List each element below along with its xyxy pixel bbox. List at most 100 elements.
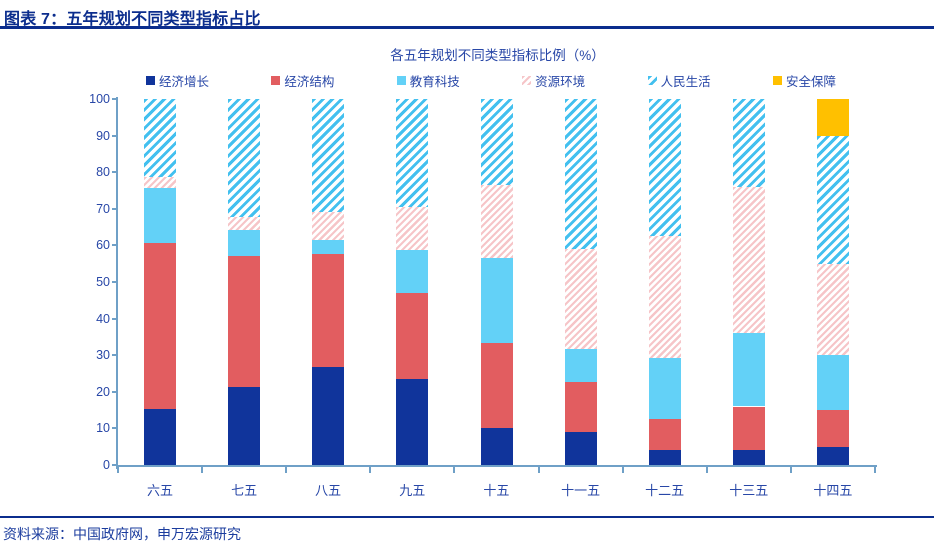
bar-segment-教育科技 bbox=[648, 358, 681, 420]
legend-item-人民生活: 人民生活 bbox=[647, 71, 711, 90]
legend-marker-icon bbox=[146, 75, 155, 85]
y-axis-tick bbox=[112, 207, 117, 210]
y-axis-tick bbox=[112, 98, 117, 100]
legend-item-教育科技: 教育科技 bbox=[396, 71, 460, 90]
footer-divider bbox=[0, 516, 934, 518]
header-divider bbox=[0, 26, 934, 29]
x-category-label: 十三五 bbox=[729, 483, 769, 498]
y-axis-tick-label: 40 bbox=[96, 311, 110, 326]
chart-title: 各五年规划不同类型指标比例（%） bbox=[390, 48, 605, 63]
bar-segment-人民生活 bbox=[228, 99, 261, 217]
x-axis-tick bbox=[201, 467, 204, 473]
bar-segment-经济结构 bbox=[480, 343, 513, 429]
x-category-label: 十一五 bbox=[561, 483, 601, 498]
legend-item-安全保障: 安全保障 bbox=[772, 71, 836, 90]
legend-marker-icon bbox=[772, 75, 782, 85]
bar-segment-人民生活 bbox=[480, 99, 513, 185]
bar-segment-教育科技 bbox=[144, 187, 177, 244]
y-axis-tick bbox=[112, 171, 117, 174]
bar-segment-资源环境 bbox=[480, 184, 513, 258]
bar-segment-教育科技 bbox=[480, 257, 513, 344]
bar-segment-资源环境 bbox=[228, 216, 261, 230]
bar-segment-教育科技 bbox=[816, 355, 849, 411]
bar-segment-经济增长 bbox=[228, 386, 261, 465]
bar-segment-安全保障 bbox=[816, 99, 849, 136]
bar-segment-资源环境 bbox=[396, 206, 429, 250]
y-axis-tick bbox=[112, 244, 117, 247]
y-axis-tick-label: 0 bbox=[103, 458, 110, 472]
y-axis-tick-label: 30 bbox=[96, 348, 110, 363]
legend-marker-icon bbox=[647, 75, 657, 85]
legend-item-经济结构: 经济结构 bbox=[271, 71, 334, 90]
bar-segment-资源环境 bbox=[648, 236, 681, 359]
source-note: 资料来源：中国政府网，申万宏源研究 bbox=[3, 526, 241, 542]
plot-area bbox=[118, 98, 875, 465]
x-category-label: 七五 bbox=[231, 483, 258, 498]
bar-segment-人民生活 bbox=[396, 99, 429, 207]
y-axis-tick-label: 20 bbox=[96, 384, 110, 399]
bar-segment-教育科技 bbox=[228, 230, 261, 256]
figure-title: 图表 7：五年规划不同类型指标占比 bbox=[4, 11, 261, 28]
bar-segment-经济结构 bbox=[732, 406, 765, 451]
bar-segment-人民生活 bbox=[144, 99, 177, 177]
y-axis-tick-label: 60 bbox=[96, 238, 110, 253]
bar-segment-经济增长 bbox=[480, 428, 513, 465]
bar-segment-经济结构 bbox=[144, 243, 177, 410]
bar-segment-人民生活 bbox=[732, 99, 765, 187]
bar-segment-人民生活 bbox=[312, 99, 345, 212]
y-axis-tick-label: 90 bbox=[96, 128, 110, 143]
bar-segment-教育科技 bbox=[396, 249, 429, 293]
legend-marker-icon bbox=[396, 75, 406, 85]
x-axis-tick bbox=[117, 467, 119, 473]
legend-marker-icon bbox=[522, 75, 532, 85]
y-axis-line bbox=[116, 97, 118, 469]
bar-segment-经济增长 bbox=[396, 379, 429, 465]
x-axis-tick bbox=[621, 467, 624, 473]
x-axis-tick bbox=[369, 467, 372, 473]
legend-item-资源环境: 资源环境 bbox=[522, 71, 585, 90]
x-category-label: 十二五 bbox=[645, 483, 685, 498]
legend-label: 经济结构 bbox=[284, 74, 335, 89]
legend-marker-icon bbox=[271, 75, 281, 85]
legend-item-经济增长: 经济增长 bbox=[146, 71, 209, 90]
y-axis-tick-label: 10 bbox=[96, 421, 110, 436]
x-axis-line bbox=[116, 465, 877, 467]
bar-segment-人民生活 bbox=[564, 99, 597, 249]
y-axis-tick bbox=[112, 354, 117, 357]
y-axis-tick bbox=[112, 427, 117, 430]
legend-label: 安全保障 bbox=[785, 74, 836, 89]
x-category-label: 九五 bbox=[399, 483, 426, 498]
y-axis-tick bbox=[112, 134, 117, 137]
bar-segment-人民生活 bbox=[816, 135, 849, 264]
bar-segment-资源环境 bbox=[564, 248, 597, 349]
bar-segment-经济结构 bbox=[648, 419, 681, 450]
y-axis-tick-label: 80 bbox=[96, 165, 110, 180]
y-axis-tick bbox=[112, 281, 117, 283]
y-axis-tick-label: 100 bbox=[89, 92, 110, 106]
bar-segment-经济结构 bbox=[312, 253, 345, 367]
x-axis-tick bbox=[285, 467, 288, 473]
bar-segment-资源环境 bbox=[144, 176, 177, 188]
bar-segment-资源环境 bbox=[312, 211, 345, 240]
y-axis-tick bbox=[112, 390, 117, 393]
x-axis-tick bbox=[789, 467, 792, 473]
bar-segment-教育科技 bbox=[564, 348, 597, 382]
legend-label: 教育科技 bbox=[409, 74, 460, 89]
legend-label: 人民生活 bbox=[660, 74, 711, 89]
bar-segment-教育科技 bbox=[732, 333, 765, 407]
x-category-label: 十四五 bbox=[813, 483, 853, 498]
x-axis-tick bbox=[537, 467, 540, 473]
bar-segment-经济增长 bbox=[144, 409, 177, 465]
x-axis-tick bbox=[874, 467, 876, 473]
legend-label: 资源环境 bbox=[535, 74, 586, 89]
y-axis-tick-label: 70 bbox=[96, 201, 110, 216]
bar-segment-经济增长 bbox=[564, 431, 597, 465]
bar-segment-经济结构 bbox=[564, 381, 597, 432]
bar-segment-资源环境 bbox=[732, 186, 765, 334]
x-axis-tick bbox=[705, 467, 708, 473]
bar-segment-教育科技 bbox=[312, 239, 345, 254]
x-category-label: 六五 bbox=[146, 483, 173, 498]
bar-segment-经济增长 bbox=[816, 446, 849, 465]
y-axis-tick bbox=[112, 464, 117, 466]
